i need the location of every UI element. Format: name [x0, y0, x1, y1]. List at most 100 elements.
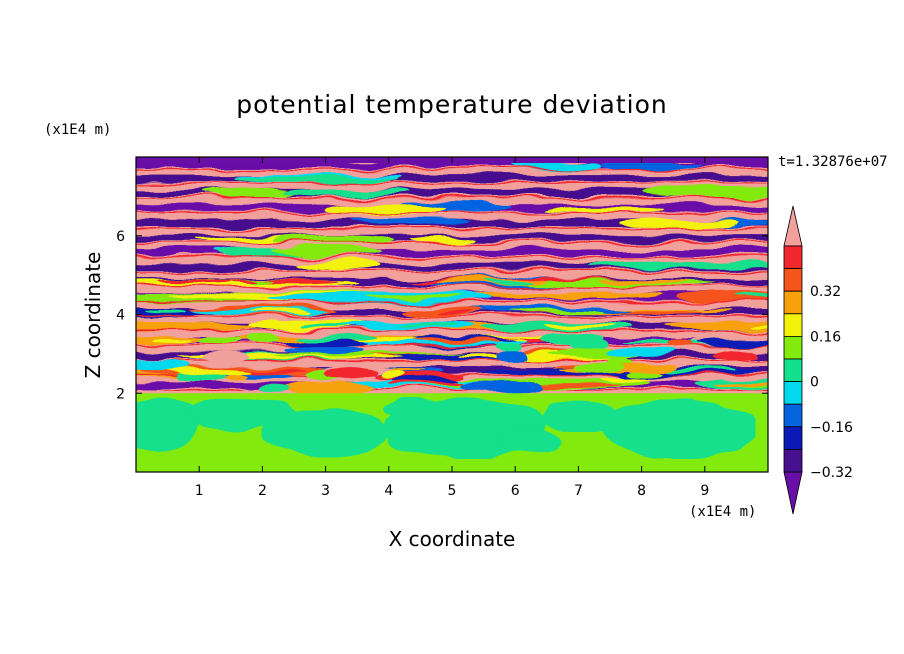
eddy — [496, 428, 560, 453]
mixing-patch — [570, 363, 621, 373]
mixing-patch — [224, 372, 245, 379]
x-tick-label: 2 — [258, 483, 267, 499]
colorbar: 0.32 0.16 0 −0.16 −0.32 — [783, 205, 853, 515]
cold-layer — [136, 160, 768, 167]
y-axis-label: Z coordinate — [81, 252, 105, 379]
warm-streak — [136, 359, 768, 362]
mixing-patch — [198, 189, 295, 198]
colorbar-under-triangle — [783, 471, 803, 515]
x-tick-label: 8 — [637, 483, 646, 499]
mixing-patch — [613, 363, 678, 371]
mixing-patch — [294, 260, 379, 271]
mixing-patch — [150, 338, 195, 343]
colorbar-segment — [783, 290, 803, 315]
x-tick-label: 7 — [574, 483, 583, 499]
cold-layer — [136, 248, 768, 256]
mixing-patch — [204, 351, 250, 363]
mixing-patch — [668, 338, 695, 348]
y-tick-label: 6 — [116, 229, 125, 245]
upper-layers — [136, 159, 768, 391]
x-tick-label: 3 — [321, 483, 330, 499]
mixing-patch — [751, 324, 768, 328]
mixed-zone — [136, 333, 768, 395]
cold-layer — [136, 367, 768, 374]
mixing-patch — [136, 359, 192, 371]
mixing-patch — [296, 335, 377, 342]
x-axis-label: X coordinate — [389, 527, 516, 551]
mixing-patch — [496, 349, 526, 363]
eddy — [262, 409, 389, 457]
mixing-patch — [362, 294, 464, 299]
warm-streak — [136, 167, 768, 170]
warm-streak — [136, 345, 768, 347]
colorbar-tick-label: 0.32 — [810, 284, 841, 300]
warm-streak — [136, 256, 768, 258]
mixing-patch — [656, 368, 739, 373]
colorbar-segment — [783, 335, 803, 360]
warm-streak — [136, 330, 768, 332]
warm-streak — [136, 286, 768, 288]
mixing-patch — [200, 336, 241, 346]
colorbar-tick-label: 0 — [810, 375, 819, 391]
mixing-patch — [250, 309, 312, 314]
colorbar-over-triangle — [783, 205, 803, 247]
colorbar-segment — [783, 358, 803, 383]
time-label: t=1.32876e+07 — [778, 154, 888, 170]
mixing-patch — [600, 377, 650, 383]
mixing-patch — [411, 338, 501, 343]
mixing-patch — [285, 345, 364, 356]
mixing-patch — [483, 279, 534, 284]
mixing-patch — [664, 320, 768, 330]
colorbar-segment — [783, 381, 803, 405]
colorbar-segment — [783, 403, 803, 428]
x-tick-label: 6 — [511, 483, 520, 499]
mixing-patch — [283, 189, 409, 197]
mixing-patch — [298, 324, 352, 329]
mixing-patch — [257, 384, 289, 393]
mixing-patch — [460, 379, 545, 393]
mixing-patch — [164, 367, 251, 374]
mixing-patch — [713, 381, 768, 386]
eddy — [136, 397, 200, 453]
cold-layer — [136, 175, 768, 182]
warm-streak — [136, 227, 768, 229]
mixing-patch — [398, 324, 460, 329]
mixing-patch — [626, 368, 661, 377]
warm-streak — [136, 389, 768, 391]
mixing-patch — [144, 309, 187, 314]
mixing-patch — [349, 218, 470, 225]
colorbar-segment — [783, 245, 803, 270]
mixing-patch — [322, 203, 446, 215]
mixing-patch — [598, 279, 689, 284]
mixing-patch — [244, 334, 279, 345]
mixing-patch — [381, 370, 406, 379]
cold-layer — [136, 263, 768, 271]
mixing-patch — [495, 342, 520, 351]
x-tick-label: 5 — [448, 483, 457, 499]
eddy — [382, 399, 459, 419]
mixing-patch — [282, 380, 373, 395]
mixing-patch — [256, 279, 339, 284]
mixing-patch — [547, 207, 666, 213]
mixing-patch — [273, 353, 376, 358]
x-tick-label: 9 — [700, 483, 709, 499]
mixing-patch — [409, 236, 478, 243]
colorbar-segment — [783, 268, 803, 292]
mixing-patch — [609, 347, 677, 357]
mixing-patch — [520, 383, 622, 388]
colorbar-segment — [783, 426, 803, 450]
mixing-patch — [619, 218, 737, 228]
y-tick-label: 2 — [116, 386, 125, 402]
y-tick-label: 4 — [116, 308, 125, 324]
mixing-patch — [155, 279, 231, 284]
x-tick-label: 4 — [384, 483, 393, 499]
mixing-patch — [323, 366, 378, 379]
mixing-patch — [735, 294, 768, 299]
x-axis-unit: (x1E4 m) — [689, 504, 756, 520]
y-axis-ticks: 2 4 6 — [116, 229, 768, 402]
mixing-patch — [509, 309, 606, 314]
mixing-patch — [545, 324, 613, 329]
warm-streak — [136, 197, 768, 199]
cold-layer — [136, 189, 768, 197]
